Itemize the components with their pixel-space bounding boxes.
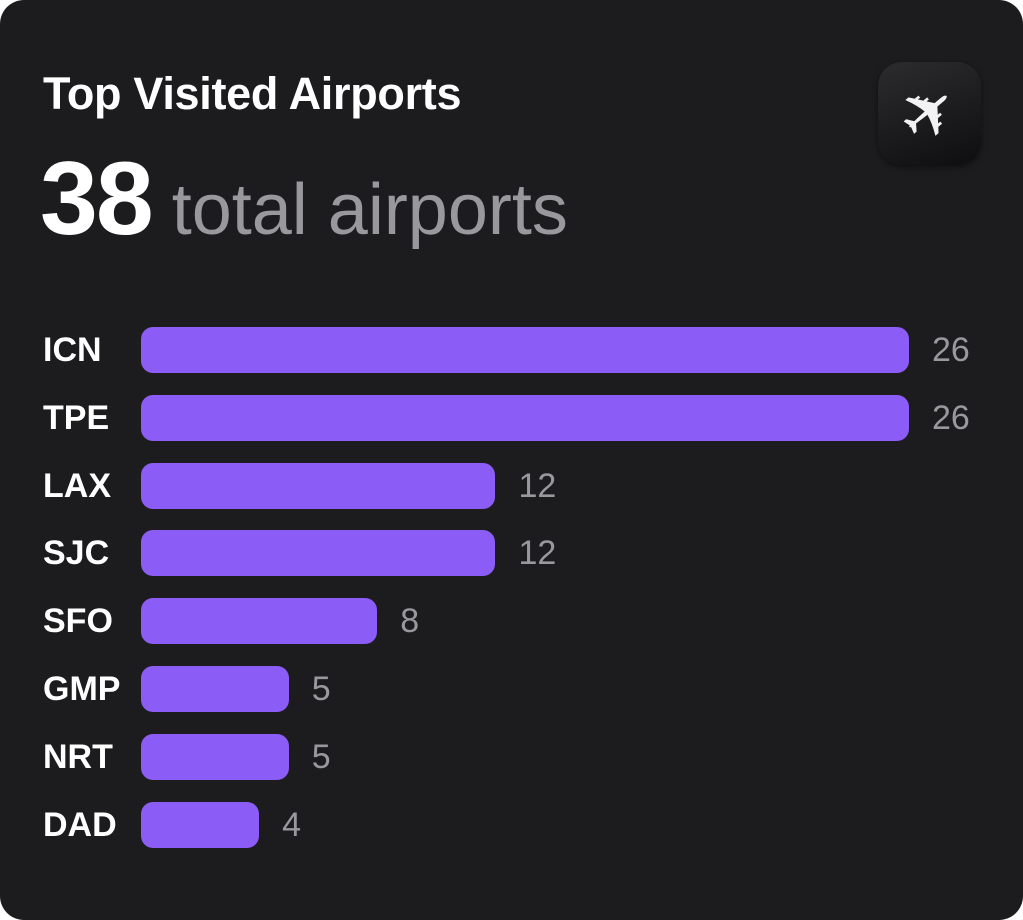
bar: [141, 733, 289, 780]
app-icon: ✈: [878, 62, 981, 165]
total-count: 38: [40, 141, 154, 257]
value-label: 5: [311, 670, 331, 708]
bar-row: NRT 5: [0, 733, 1023, 780]
bar-row: LAX 12: [0, 462, 1023, 509]
category-label: NRT: [43, 737, 113, 776]
category-label: ICN: [43, 331, 102, 369]
total-summary: 38 total airports: [40, 140, 568, 259]
value-label: 5: [311, 737, 331, 776]
category-label: DAD: [43, 805, 117, 844]
category-label: TPE: [43, 398, 110, 437]
bar: [141, 462, 496, 509]
bar-row: TPE 26: [0, 394, 1023, 441]
bar-row: GMP 5: [0, 666, 1023, 712]
bar-row: ICN 26: [0, 327, 1023, 373]
category-label: GMP: [43, 670, 121, 708]
bar: [141, 666, 289, 712]
bar: [141, 394, 909, 441]
bar: [141, 530, 496, 577]
bar: [141, 801, 260, 848]
chart-title: Top Visited Airports: [43, 68, 462, 119]
bar-row: DAD 4: [0, 801, 1023, 848]
bar-row: SFO 8: [0, 598, 1023, 645]
airplane-icon: ✈: [881, 64, 977, 162]
category-label: SJC: [43, 534, 110, 573]
category-label: SFO: [43, 602, 113, 641]
category-label: LAX: [43, 466, 111, 505]
bar: [141, 327, 909, 373]
total-label: total airports: [171, 170, 568, 250]
value-label: 8: [400, 602, 420, 641]
bar: [141, 598, 378, 645]
value-label: 12: [518, 534, 557, 573]
value-label: 26: [932, 331, 970, 369]
value-label: 26: [932, 398, 970, 437]
bar-row: SJC 12: [0, 530, 1023, 577]
value-label: 12: [518, 466, 557, 505]
value-label: 4: [282, 805, 302, 844]
